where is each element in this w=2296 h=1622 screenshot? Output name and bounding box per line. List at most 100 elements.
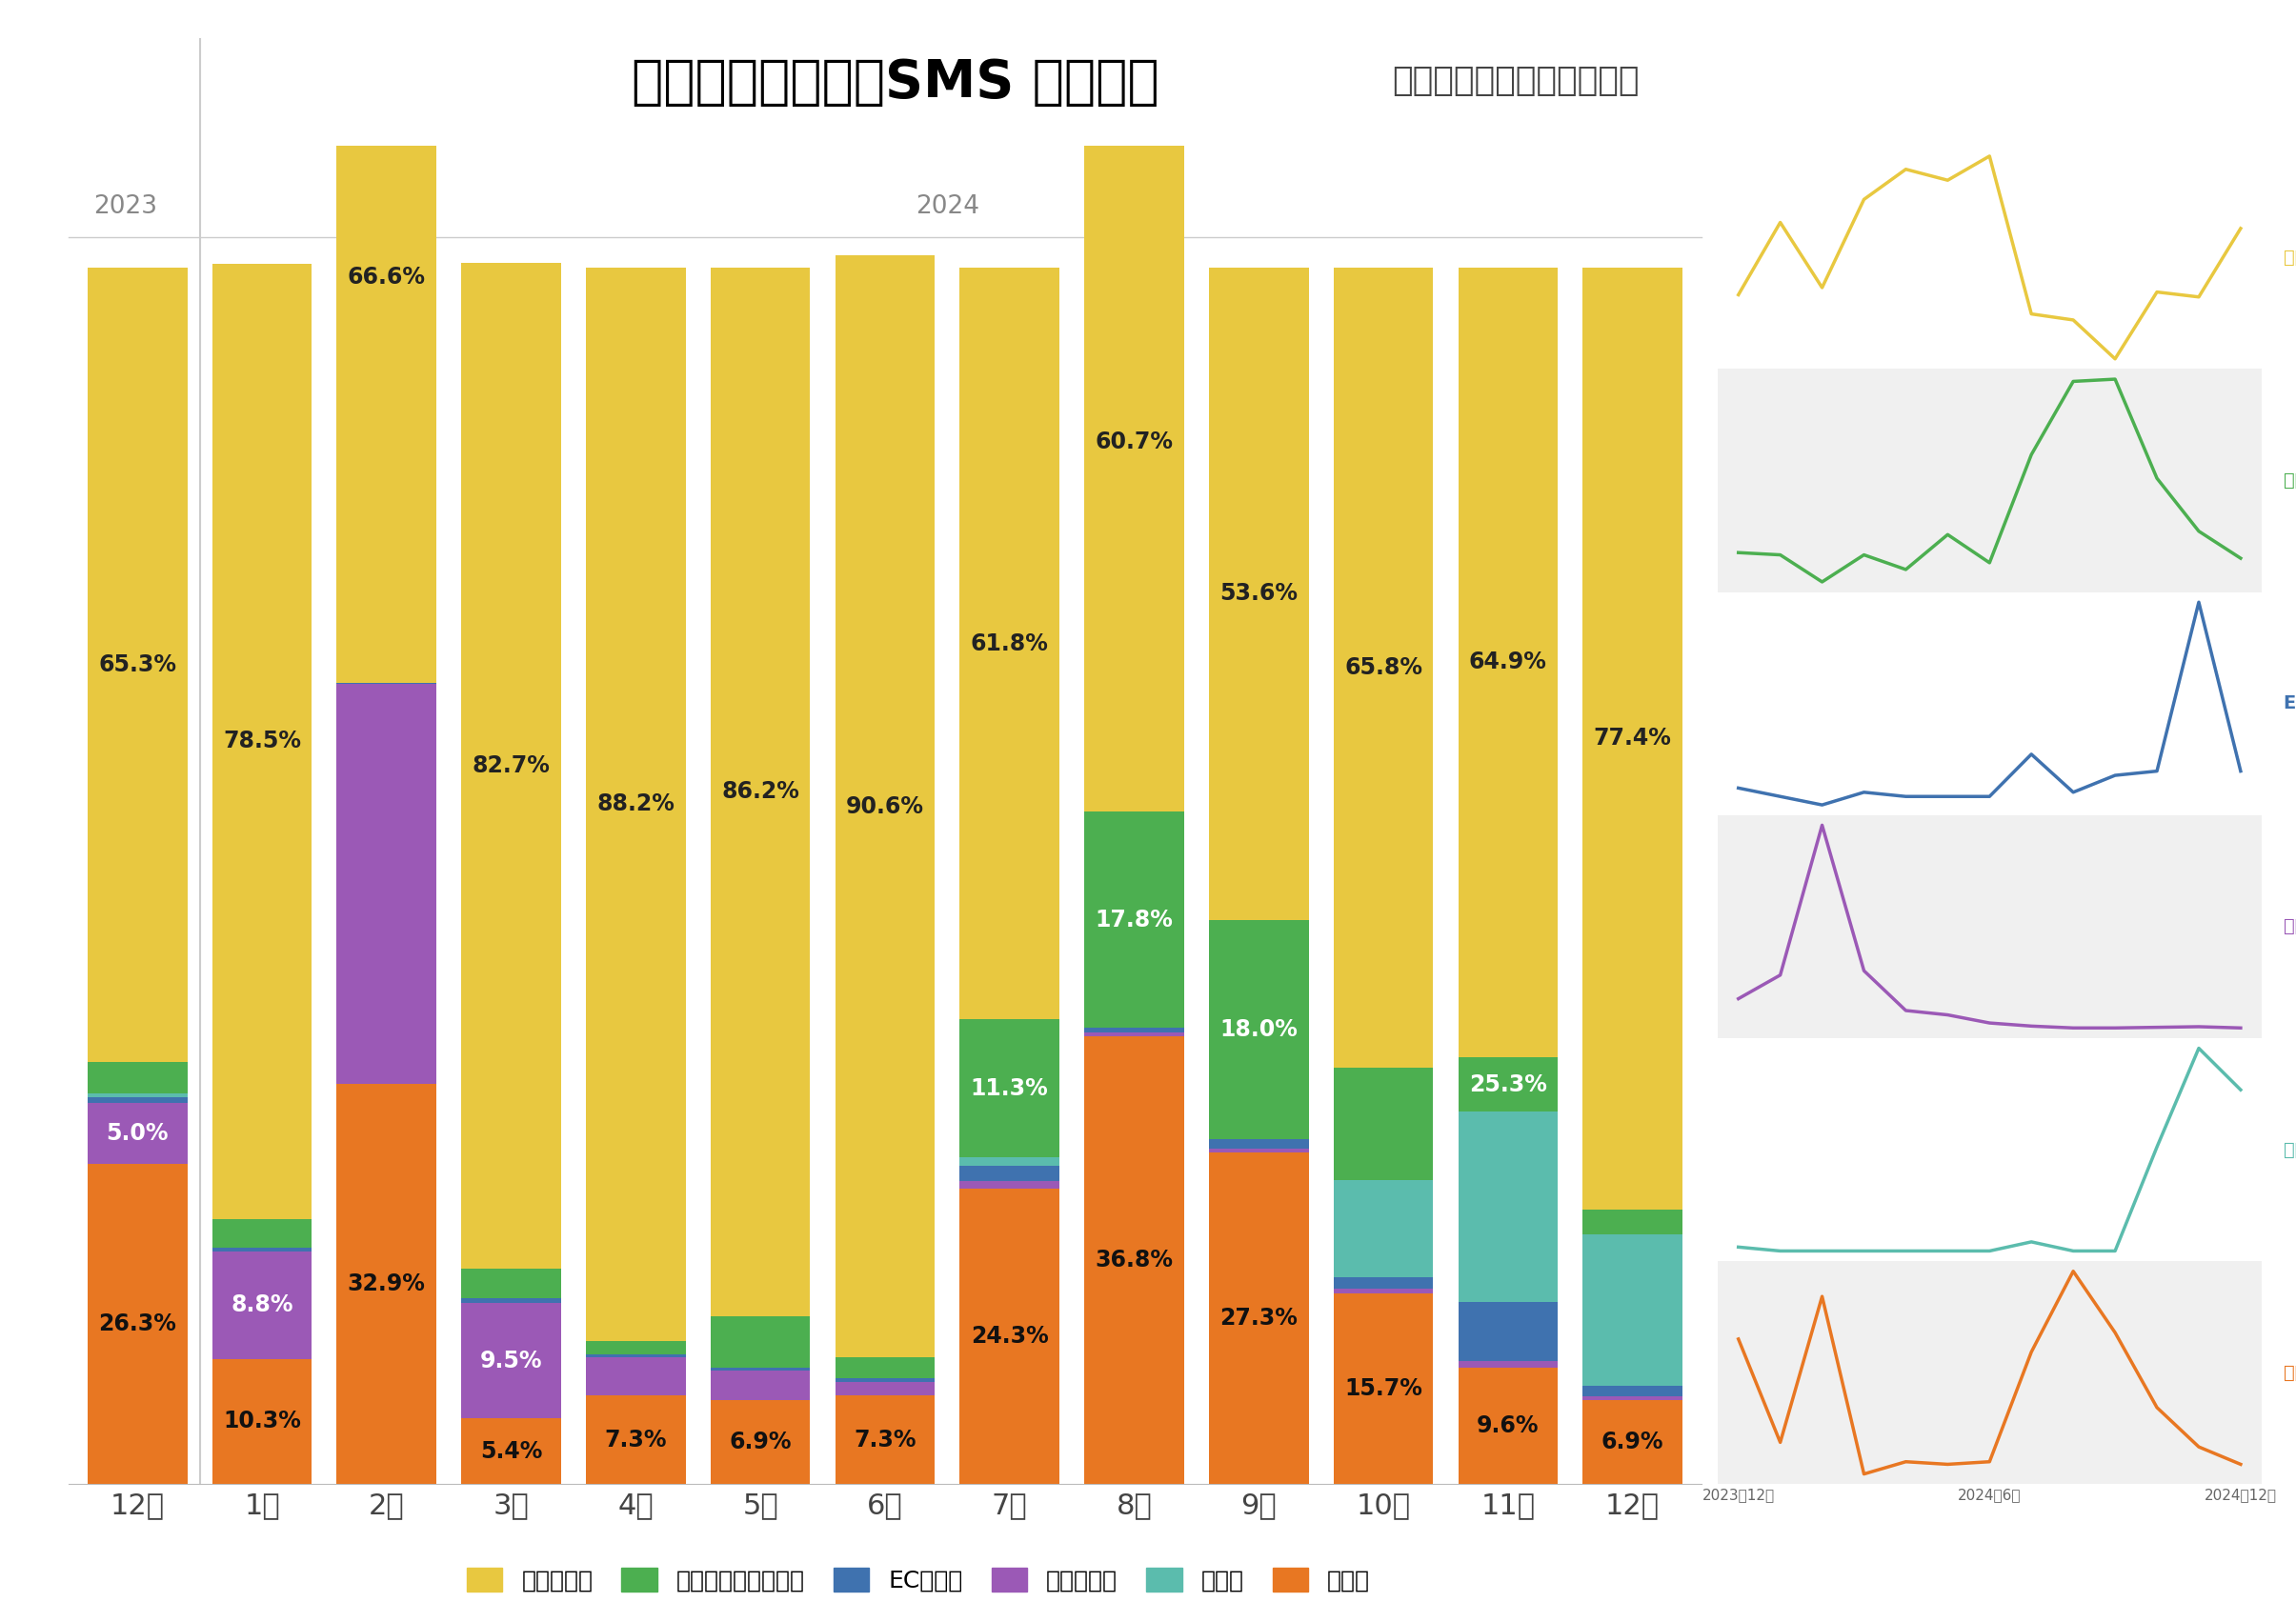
Bar xyxy=(585,1395,687,1484)
Bar xyxy=(1582,1400,1683,1484)
Bar xyxy=(1084,1033,1185,1036)
Bar xyxy=(1334,1293,1433,1484)
Bar xyxy=(836,1382,934,1395)
Bar xyxy=(960,1181,1058,1189)
Bar xyxy=(338,1083,436,1484)
Text: 9.6%: 9.6% xyxy=(1476,1414,1538,1437)
Bar xyxy=(211,1220,312,1249)
Text: 8.8%: 8.8% xyxy=(232,1294,294,1317)
Bar xyxy=(1210,268,1309,920)
Bar xyxy=(1582,1385,1683,1397)
Bar xyxy=(1582,1234,1683,1385)
Bar xyxy=(211,264,312,1220)
Bar xyxy=(1210,1152,1309,1484)
Bar xyxy=(1458,1301,1559,1361)
Text: （トビラシステムズ調べ）: （トビラシステムズ調べ） xyxy=(1391,65,1639,97)
Text: 6.9%: 6.9% xyxy=(730,1431,792,1453)
Bar xyxy=(1084,1028,1185,1033)
Text: 24.3%: 24.3% xyxy=(971,1325,1049,1348)
Bar xyxy=(1334,1069,1433,1181)
Bar xyxy=(1084,1036,1185,1484)
Bar xyxy=(709,268,810,1317)
Text: 78.5%: 78.5% xyxy=(223,730,301,753)
Bar xyxy=(585,268,687,1340)
Bar xyxy=(960,1019,1058,1156)
Text: 15.7%: 15.7% xyxy=(1345,1377,1424,1400)
Bar xyxy=(585,1340,687,1354)
Bar xyxy=(211,1249,312,1252)
Bar xyxy=(1582,1397,1683,1400)
Bar xyxy=(461,1418,560,1484)
Bar xyxy=(87,1093,188,1098)
Bar xyxy=(1582,1210,1683,1234)
Bar xyxy=(585,1358,687,1395)
Text: 7.3%: 7.3% xyxy=(854,1429,916,1452)
Text: 18.0%: 18.0% xyxy=(1219,1017,1297,1041)
Text: 60.7%: 60.7% xyxy=(1095,431,1173,454)
Text: 11.3%: 11.3% xyxy=(971,1077,1049,1100)
Text: フィッシング詐欺SMS 種別割合: フィッシング詐欺SMS 種別割合 xyxy=(631,57,1159,109)
Text: 5.0%: 5.0% xyxy=(106,1122,168,1145)
Bar xyxy=(461,1298,560,1302)
Text: 88.2%: 88.2% xyxy=(597,793,675,816)
Bar xyxy=(461,263,560,1268)
Text: 17.8%: 17.8% xyxy=(1095,908,1173,931)
Bar xyxy=(87,1165,188,1484)
Bar xyxy=(1334,1288,1433,1293)
Text: 82.7%: 82.7% xyxy=(473,754,551,777)
Text: 6.9%: 6.9% xyxy=(1600,1431,1665,1453)
Bar xyxy=(585,1354,687,1358)
Text: その他: その他 xyxy=(2282,1364,2296,1382)
Bar xyxy=(1210,920,1309,1139)
Bar xyxy=(1084,73,1185,811)
Bar xyxy=(709,1317,810,1367)
Text: 64.9%: 64.9% xyxy=(1469,650,1548,673)
Bar xyxy=(836,256,934,1358)
Text: 27.3%: 27.3% xyxy=(1219,1307,1297,1330)
Bar xyxy=(211,1252,312,1359)
Text: 7.3%: 7.3% xyxy=(604,1429,668,1452)
Bar xyxy=(461,1268,560,1298)
Bar xyxy=(1334,1181,1433,1278)
Bar xyxy=(1458,1058,1559,1113)
Text: 10.3%: 10.3% xyxy=(223,1410,301,1432)
Bar xyxy=(87,1103,188,1165)
Text: 2024: 2024 xyxy=(916,195,978,219)
Text: 32.9%: 32.9% xyxy=(347,1273,425,1296)
Legend: 宅配事業者, 金融・決済サービス, EC事業者, 通信事業者, 官公庁, その他: 宅配事業者, 金融・決済サービス, EC事業者, 通信事業者, 官公庁, その他 xyxy=(457,1559,1380,1603)
Bar xyxy=(836,1358,934,1379)
Bar xyxy=(1582,268,1683,1210)
Text: 36.8%: 36.8% xyxy=(1095,1249,1173,1272)
Text: 宅配事業者: 宅配事業者 xyxy=(2282,248,2296,266)
Text: 90.6%: 90.6% xyxy=(845,795,923,817)
Bar xyxy=(709,1367,810,1371)
Bar xyxy=(1458,1361,1559,1367)
Text: 5.4%: 5.4% xyxy=(480,1440,542,1463)
Bar xyxy=(960,1189,1058,1484)
Text: 官公庁: 官公庁 xyxy=(2282,1140,2296,1158)
Text: 86.2%: 86.2% xyxy=(721,780,799,803)
Text: 9.5%: 9.5% xyxy=(480,1350,542,1372)
Bar xyxy=(87,268,188,1062)
Text: 65.3%: 65.3% xyxy=(99,654,177,676)
Bar xyxy=(960,268,1058,1019)
Text: 金融・決済サービス: 金融・決済サービス xyxy=(2282,472,2296,490)
Bar xyxy=(1210,1148,1309,1152)
Text: 26.3%: 26.3% xyxy=(99,1312,177,1335)
Bar xyxy=(211,1359,312,1484)
Bar xyxy=(1458,268,1559,1058)
Bar xyxy=(87,1098,188,1103)
Bar xyxy=(1458,1367,1559,1484)
Bar xyxy=(1458,1113,1559,1301)
Text: 2023: 2023 xyxy=(94,195,158,219)
Bar xyxy=(1334,268,1433,1069)
Text: 66.6%: 66.6% xyxy=(347,266,425,289)
Bar xyxy=(1084,811,1185,1028)
Bar xyxy=(709,1371,810,1400)
Bar xyxy=(960,1156,1058,1165)
Bar xyxy=(709,1400,810,1484)
Bar xyxy=(836,1395,934,1484)
Text: 通信事業者: 通信事業者 xyxy=(2282,918,2296,936)
Bar xyxy=(338,683,436,1083)
Text: EC事業者: EC事業者 xyxy=(2282,694,2296,712)
